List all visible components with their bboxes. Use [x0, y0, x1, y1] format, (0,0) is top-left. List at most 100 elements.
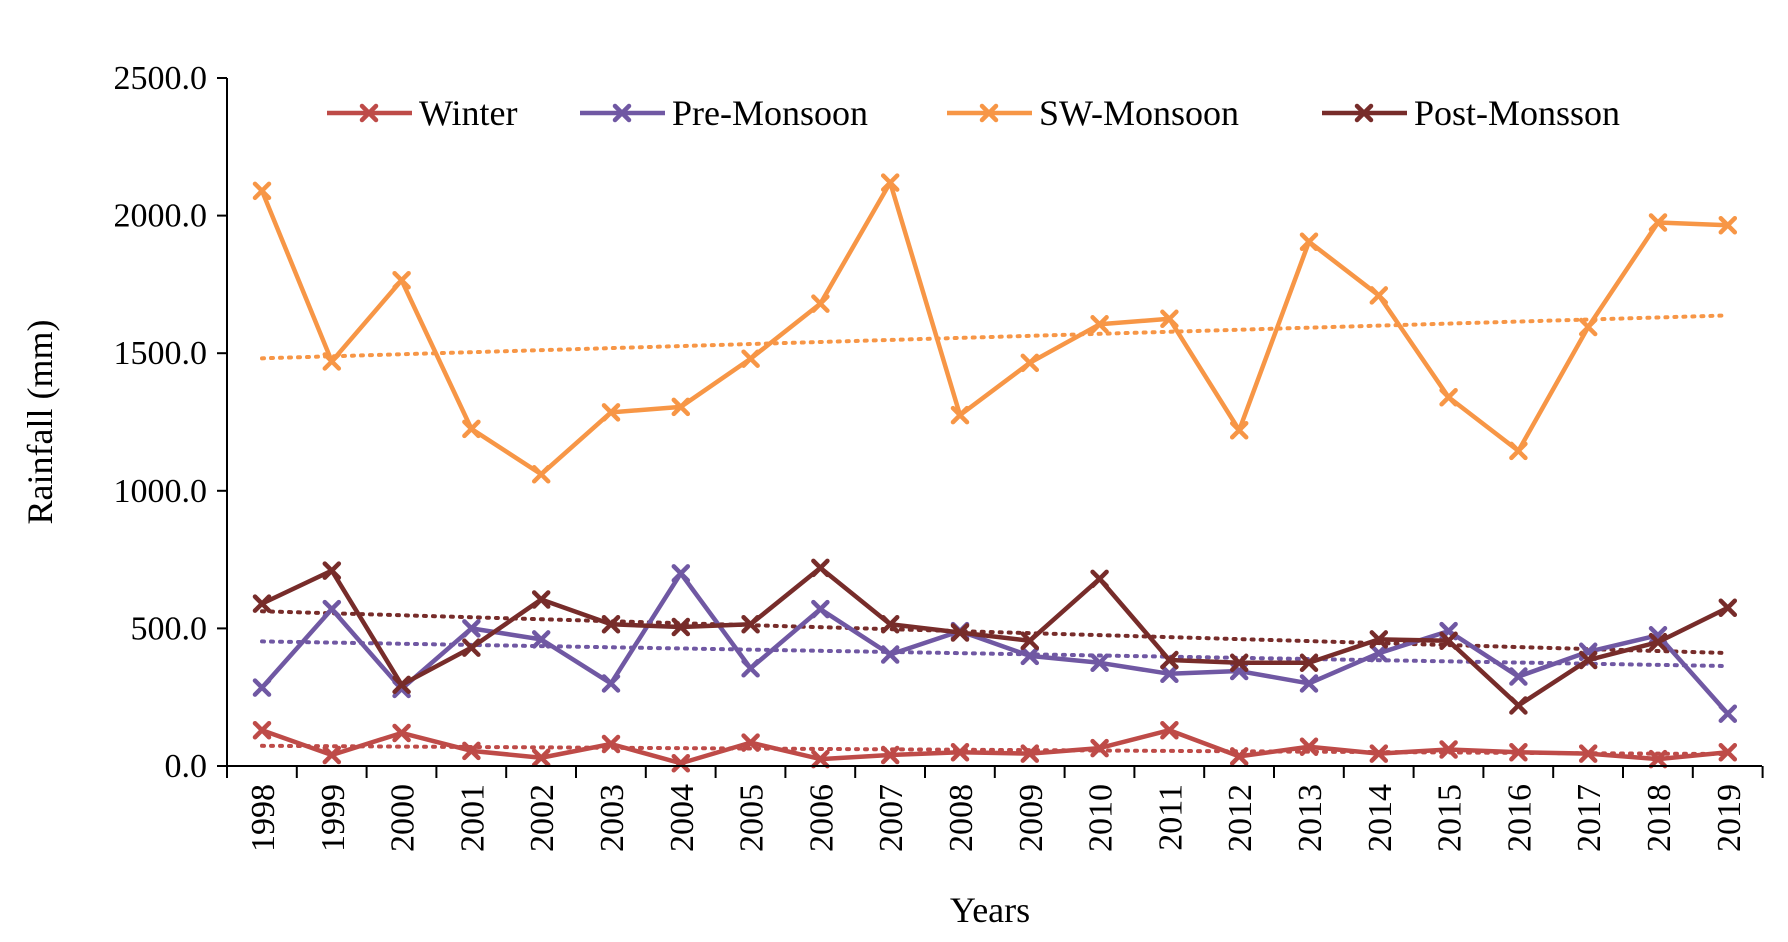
data-point-pre-monsoon — [252, 678, 272, 697]
y-axis-title: Rainfall (mm) — [20, 320, 60, 525]
data-point-post-monsson — [1160, 650, 1179, 670]
x-tick-label: 1998 — [245, 784, 282, 852]
data-point-sw-monsoon — [880, 173, 900, 192]
legend-label: Winter — [419, 93, 518, 133]
series-line-sw-monsoon — [259, 180, 1728, 477]
data-point-post-monsson — [531, 590, 551, 609]
series-line-pre-monsoon — [260, 571, 1730, 716]
data-point-pre-monsoon — [1020, 646, 1040, 666]
data-point-winter — [1439, 740, 1458, 759]
x-tick-label: 2008 — [943, 784, 980, 852]
data-point-winter — [1509, 742, 1528, 762]
data-point-post-monsson — [1229, 653, 1249, 673]
data-point-pre-monsoon — [880, 645, 900, 664]
data-point-winter — [950, 742, 970, 762]
data-point-post-monsson — [392, 675, 411, 695]
data-point-sw-monsoon — [671, 397, 691, 417]
x-tick-label: 2014 — [1362, 784, 1399, 852]
legend-label: Pre-Monsoon — [672, 93, 868, 133]
x-tick-label: 2016 — [1501, 784, 1538, 852]
data-point-winter — [1648, 749, 1668, 769]
series-line-winter — [261, 727, 1729, 766]
data-point-winter — [601, 734, 621, 754]
data-point-sw-monsoon — [1229, 421, 1249, 440]
legend: Winter Pre-Monsoon SW-Monsoon Post-Monsson — [327, 93, 1620, 133]
data-point-post-monsson — [252, 594, 272, 613]
data-point-post-monsson — [1090, 569, 1109, 589]
data-point-winter — [531, 748, 551, 767]
data-point-pre-monsoon — [462, 619, 481, 638]
data-point-sw-monsoon — [1648, 213, 1668, 232]
data-point-winter — [1299, 737, 1319, 756]
series-layer — [252, 173, 1738, 773]
legend-item-winter: Winter — [327, 93, 518, 133]
legend-item-pre-monsoon: Pre-Monsoon — [580, 93, 868, 133]
axes-layer: 0.0 500.0 1000.0 1500.0 2000.0 2500.0 1998 1999… — [114, 60, 1764, 852]
data-point-pre-monsoon — [1160, 664, 1179, 684]
data-point-winter — [1160, 720, 1179, 740]
x-tick-label: 2006 — [803, 784, 840, 852]
y-tick-label: 2000.0 — [114, 198, 208, 235]
y-tick-label: 0.0 — [165, 748, 208, 785]
data-point-sw-monsoon — [531, 465, 551, 484]
data-point-pre-monsoon — [531, 630, 551, 649]
data-point-post-monsson — [811, 558, 830, 578]
y-tick-label: 2500.0 — [114, 60, 208, 97]
data-point-post-monsson — [1439, 631, 1458, 651]
trendline-winter — [260, 743, 1730, 757]
x-tick-label: 1999 — [315, 784, 352, 852]
x-tick-label: 2002 — [524, 784, 561, 852]
trendline-sw-monsoon — [260, 313, 1730, 361]
data-point-pre-monsoon — [671, 564, 691, 583]
data-point-winter — [1718, 742, 1738, 762]
x-tick-label: 2005 — [734, 784, 771, 852]
data-point-sw-monsoon — [1578, 317, 1598, 337]
data-point-sw-monsoon — [1439, 387, 1458, 407]
x-tick-label: 2013 — [1292, 784, 1329, 852]
data-point-pre-monsoon — [1718, 704, 1738, 723]
data-point-pre-monsoon — [1299, 674, 1319, 693]
legend-marker — [359, 103, 379, 123]
trendline-layer — [260, 313, 1730, 757]
data-point-sw-monsoon — [601, 403, 621, 422]
data-point-pre-monsoon — [1369, 643, 1389, 663]
data-point-winter — [671, 753, 691, 773]
data-point-sw-monsoon — [252, 181, 272, 201]
legend-item-post-monsson: Post-Monsson — [1322, 93, 1620, 133]
data-point-post-monsson — [1299, 653, 1319, 673]
data-point-post-monsson — [462, 638, 481, 657]
data-point-sw-monsoon — [1509, 441, 1528, 461]
data-point-winter — [1578, 744, 1598, 763]
y-tick-label: 1000.0 — [114, 473, 208, 510]
data-point-post-monsson — [671, 617, 691, 637]
data-point-sw-monsoon — [811, 294, 830, 313]
data-point-pre-monsoon — [741, 659, 760, 678]
x-tick-label: 2018 — [1641, 784, 1678, 852]
data-point-sw-monsoon — [392, 271, 411, 290]
x-tick-label: 2000 — [385, 784, 422, 852]
y-tick-label: 1500.0 — [114, 335, 208, 372]
data-point-sw-monsoon — [1160, 309, 1179, 329]
data-point-sw-monsoon — [1299, 232, 1319, 251]
data-point-sw-monsoon — [1369, 286, 1389, 305]
y-tick-label: 500.0 — [131, 610, 208, 647]
data-point-pre-monsoon — [811, 599, 830, 619]
x-tick-label: 2019 — [1711, 784, 1748, 852]
trendline-post-monsson — [260, 609, 1730, 656]
data-point-pre-monsoon — [1090, 653, 1109, 673]
data-point-winter — [811, 749, 830, 769]
legend-marker — [1354, 103, 1374, 123]
data-point-sw-monsoon — [1090, 315, 1109, 334]
data-point-post-monsson — [741, 615, 760, 634]
data-point-post-monsson — [1369, 630, 1389, 649]
data-point-post-monsson — [880, 615, 900, 634]
x-tick-label: 2015 — [1432, 784, 1469, 852]
legend-label: Post-Monsson — [1414, 93, 1620, 133]
data-point-post-monsson — [1718, 598, 1738, 618]
x-tick-label: 2007 — [873, 784, 910, 852]
x-tick-label: 2009 — [1013, 784, 1050, 852]
data-point-post-monsson — [322, 561, 342, 580]
data-point-winter — [1090, 738, 1109, 758]
data-point-post-monsson — [1578, 650, 1598, 670]
